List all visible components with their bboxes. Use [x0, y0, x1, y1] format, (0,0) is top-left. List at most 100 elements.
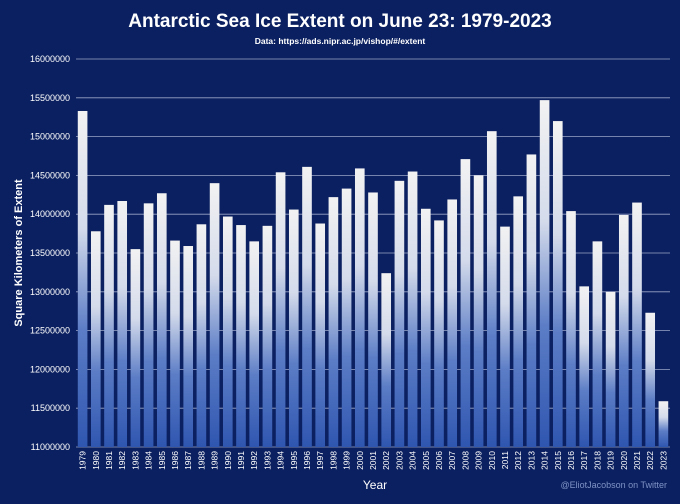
- x-tick-label: 2002: [381, 451, 391, 470]
- y-tick-labels: 11000000 11500000 12000000 12500000 13000000…: [30, 54, 70, 452]
- x-tick-label: 2013: [526, 451, 536, 470]
- bar-2003: [394, 180, 405, 447]
- x-tick-label: 1997: [315, 451, 325, 470]
- x-tick-label: 2004: [408, 451, 418, 470]
- bar-1979: [77, 110, 88, 447]
- bar-2011: [500, 226, 510, 447]
- bar-1997: [315, 223, 326, 447]
- bar-1980: [90, 231, 101, 447]
- bars: [77, 100, 669, 448]
- x-axis-label: Year: [363, 478, 387, 492]
- bar-2021: [632, 202, 642, 447]
- x-tick-label: 2020: [619, 451, 629, 470]
- y-tick-label: 12000000: [30, 364, 70, 374]
- x-tick-label: 2003: [394, 451, 404, 470]
- chart-subtitle: Data: https://ads.nipr.ac.jp/vishop/#/ex…: [255, 36, 426, 46]
- bar-1994: [275, 172, 286, 447]
- x-tick-label: 2005: [421, 451, 431, 470]
- bar-2006: [434, 220, 444, 447]
- y-tick-label: 15500000: [30, 93, 70, 103]
- y-tick-label: 11500000: [31, 403, 70, 413]
- y-tick-label: 11000000: [31, 442, 70, 452]
- bar-2013: [526, 154, 537, 447]
- bar-1981: [104, 204, 114, 447]
- x-tick-label: 2019: [606, 451, 616, 470]
- x-tick-label: 1994: [276, 451, 286, 470]
- x-tick-label: 1998: [328, 451, 338, 470]
- y-tick-label: 13000000: [30, 287, 70, 297]
- x-tick-label: 1987: [183, 451, 193, 470]
- bar-1990: [222, 216, 233, 447]
- bar-1993: [262, 225, 273, 447]
- bar-2023: [658, 401, 669, 447]
- bar-1999: [341, 188, 352, 448]
- bar-2009: [473, 175, 484, 447]
- x-tick-label: 1988: [196, 451, 206, 470]
- credit-text: @EliotJacobson on Twitter: [560, 480, 667, 490]
- bar-2015: [552, 121, 563, 447]
- y-tick-label: 15000000: [30, 132, 70, 142]
- bar-2017: [579, 286, 590, 447]
- bar-1985: [156, 193, 167, 447]
- x-tick-label: 1983: [130, 451, 140, 470]
- x-tick-label: 1995: [289, 451, 299, 470]
- bar-2005: [420, 208, 431, 447]
- x-tick-label: 2009: [474, 451, 484, 470]
- bar-2019: [605, 291, 616, 447]
- x-tick-label: 1996: [302, 451, 312, 470]
- x-tick-label: 2000: [355, 451, 365, 470]
- bar-1984: [143, 203, 154, 447]
- x-tick-label: 1991: [236, 451, 246, 470]
- x-tick-label: 1986: [170, 451, 180, 470]
- x-tick-label: 2014: [540, 451, 550, 470]
- x-tick-label: 2015: [553, 451, 563, 470]
- bar-1986: [170, 240, 180, 447]
- x-tick-label: 2006: [434, 451, 444, 470]
- bar-1982: [117, 201, 128, 447]
- x-tick-label: 1981: [104, 451, 114, 470]
- x-tick-label: 1984: [144, 451, 154, 470]
- x-tick-label: 1985: [157, 451, 167, 470]
- x-tick-label: 1982: [117, 451, 127, 470]
- y-tick-label: 12500000: [30, 326, 70, 336]
- x-tick-label: 2017: [579, 451, 589, 470]
- y-tick-label: 14000000: [30, 209, 70, 219]
- bar-1989: [209, 183, 220, 447]
- bar-2018: [592, 241, 603, 447]
- bar-1991: [236, 225, 246, 447]
- bar-2002: [381, 273, 392, 447]
- x-tick-label: 2018: [592, 451, 602, 470]
- y-tick-label: 13500000: [30, 248, 70, 258]
- x-tick-label: 2010: [487, 451, 497, 470]
- bar-2007: [447, 199, 458, 447]
- x-tick-label: 2016: [566, 451, 576, 470]
- x-tick-labels: 1979 1980 1981 1982 1983 1984 1985 1986 1987 1988…: [78, 451, 669, 470]
- x-tick-label: 2021: [632, 451, 642, 470]
- x-tick-label: 1993: [262, 451, 272, 470]
- x-tick-label: 1980: [91, 451, 101, 470]
- x-tick-label: 2022: [645, 451, 655, 470]
- bar-1995: [288, 209, 299, 447]
- x-tick-label: 1989: [210, 451, 220, 470]
- x-tick-label: 1979: [78, 451, 88, 470]
- bar-2014: [539, 100, 550, 448]
- bar-1996: [302, 166, 312, 447]
- x-tick-label: 1992: [249, 451, 259, 470]
- bar-2008: [460, 159, 471, 447]
- bar-1983: [130, 249, 141, 447]
- bar-2004: [407, 171, 418, 447]
- x-tick-label: 2023: [658, 451, 668, 470]
- bar-1992: [249, 241, 260, 447]
- x-tick-label: 2001: [368, 451, 378, 470]
- bar-1987: [183, 246, 194, 447]
- bar-2012: [513, 196, 524, 447]
- bar-1998: [328, 197, 339, 447]
- y-tick-label: 14500000: [30, 170, 70, 180]
- x-tick-label: 2008: [460, 451, 470, 470]
- bar-1988: [196, 224, 207, 447]
- x-tick-label: 1990: [223, 451, 233, 470]
- chart-title: Antarctic Sea Ice Extent on June 23: 197…: [128, 11, 551, 32]
